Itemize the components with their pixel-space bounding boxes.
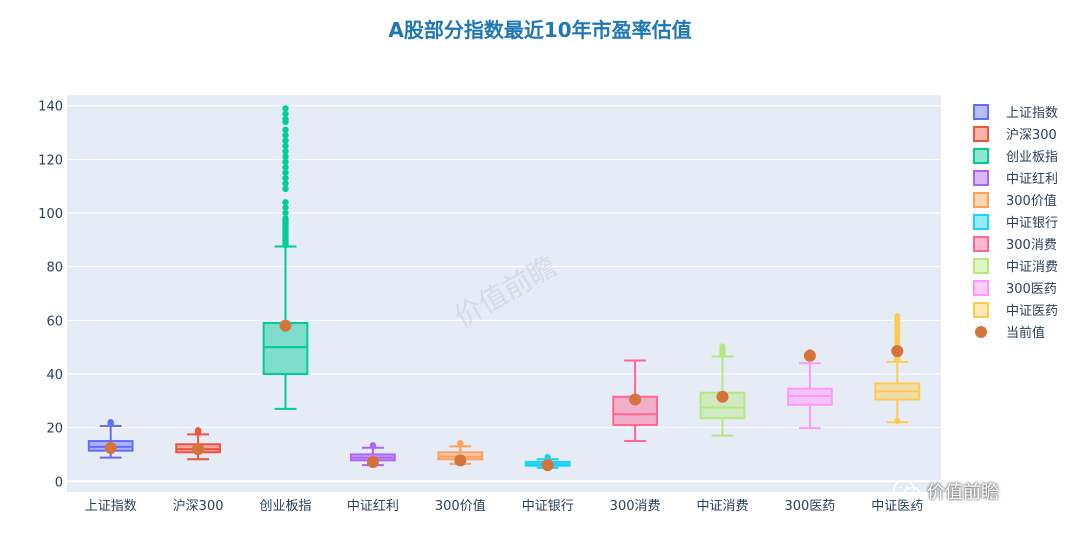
box-outlier-point <box>894 313 901 320</box>
x-tick-label: 创业板指 <box>259 499 311 514</box>
box-outlier-point <box>282 209 289 217</box>
box-outlier-point <box>282 137 289 144</box>
box-outlier-point <box>282 204 289 211</box>
current-value-point <box>803 349 816 362</box>
x-axis: 上证指数 沪深300 创业板指 中证红利 300价值 中证银行 300消费 中证消费 300医药… <box>85 498 924 514</box>
y-tick-label: 80 <box>46 261 63 276</box>
box-outlier-point <box>282 153 289 160</box>
legend-label: 300医药 <box>1006 282 1057 297</box>
x-tick-label: 300价值 <box>435 498 486 514</box>
box-outlier-point <box>282 164 289 171</box>
box-outlier-point <box>282 126 289 134</box>
box-outlier-point <box>282 105 289 112</box>
box-series <box>699 343 746 437</box>
legend-swatch <box>973 302 989 318</box>
box-series <box>612 359 658 443</box>
box-series <box>437 439 484 467</box>
x-tick-label: 上证指数 <box>85 499 137 514</box>
box-outlier-point <box>282 215 289 222</box>
legend-swatch <box>973 148 989 164</box>
box-outlier-point <box>369 442 377 449</box>
box-series <box>262 105 309 410</box>
current-value-point <box>891 345 904 358</box>
legend-label: 当前值 <box>1006 325 1045 341</box>
current-value-point <box>192 443 205 456</box>
grid-lines <box>67 105 941 483</box>
box-series <box>175 427 221 461</box>
legend-swatch <box>973 192 989 208</box>
box-series <box>524 453 571 472</box>
x-tick-label: 沪深300 <box>173 498 224 514</box>
box-outlier-point <box>719 343 726 350</box>
box-outlier-point <box>282 180 289 187</box>
legend-swatch <box>975 326 987 338</box>
wechat-icon <box>893 480 921 502</box>
current-value-point <box>279 319 292 332</box>
x-tick-label: 中证银行 <box>522 499 574 514</box>
box-outlier-point <box>894 417 901 425</box>
legend-swatch <box>973 214 989 230</box>
legend-swatch <box>973 126 989 142</box>
box-series <box>787 348 833 430</box>
y-tick-label: 100 <box>38 207 63 222</box>
plot-area-background <box>67 95 941 492</box>
x-tick-label: 300医药 <box>784 499 835 514</box>
box-series <box>350 442 396 468</box>
y-tick-label: 0 <box>55 475 63 490</box>
current-value-point <box>454 454 467 467</box>
current-value-point <box>541 459 554 472</box>
box-series <box>87 419 134 459</box>
legend-label: 300价值 <box>1006 193 1057 209</box>
y-tick-label: 140 <box>38 100 63 115</box>
box-outlier-point <box>457 439 464 447</box>
legend-swatch <box>973 280 989 296</box>
box-outlier-point <box>282 148 289 155</box>
current-value-point <box>629 393 642 406</box>
box-outlier-point <box>282 115 289 123</box>
box-series <box>874 313 921 425</box>
legend-label: 中证银行 <box>1006 216 1058 231</box>
x-tick-label: 中证红利 <box>347 498 399 514</box>
legend-label: 中证红利 <box>1006 171 1058 187</box>
box-outlier-point <box>282 158 289 166</box>
legend-swatch <box>973 236 989 252</box>
box-outlier-point <box>194 427 202 434</box>
legend-label: 中证医药 <box>1006 304 1058 319</box>
box-outlier-point <box>282 174 289 182</box>
box-outlier-point <box>282 132 289 139</box>
y-tick-label: 120 <box>38 153 63 168</box>
box-outlier-point <box>282 142 289 150</box>
x-tick-label: 中证医药 <box>871 499 923 514</box>
box-outlier-point <box>544 453 551 461</box>
legend-label: 中证消费 <box>1006 260 1058 275</box>
y-tick-label: 20 <box>46 422 63 437</box>
legend-swatch <box>973 104 989 120</box>
box-outlier-point <box>107 419 114 426</box>
box-outlier-point <box>282 169 289 176</box>
box-outlier-point <box>282 110 289 117</box>
chart-title: A股部分指数最近10年市盈率估值 <box>388 18 692 42</box>
y-tick-label: 40 <box>46 368 63 383</box>
y-axis: 0 20 40 60 80 100 120 140 <box>38 100 63 491</box>
box-outlier-point <box>282 185 289 193</box>
y-tick-label: 60 <box>46 314 63 329</box>
current-value-point <box>104 442 117 455</box>
legend-swatch <box>973 170 989 186</box>
brand-watermark: 价值前瞻 <box>893 478 999 504</box>
legend-label: 沪深300 <box>1006 127 1057 143</box>
box-outlier-point <box>282 199 289 206</box>
boxes <box>87 105 921 472</box>
legend-label: 上证指数 <box>1006 106 1058 121</box>
brand-label: 价值前瞻 <box>927 482 999 503</box>
legend-label: 300消费 <box>1006 238 1057 253</box>
legend-swatch <box>973 258 989 274</box>
current-value-point <box>716 390 729 403</box>
x-tick-label: 300消费 <box>610 499 661 514</box>
legend-label: 创业板指 <box>1006 150 1058 165</box>
current-value-point <box>366 455 379 468</box>
x-tick-label: 中证消费 <box>696 499 748 514</box>
